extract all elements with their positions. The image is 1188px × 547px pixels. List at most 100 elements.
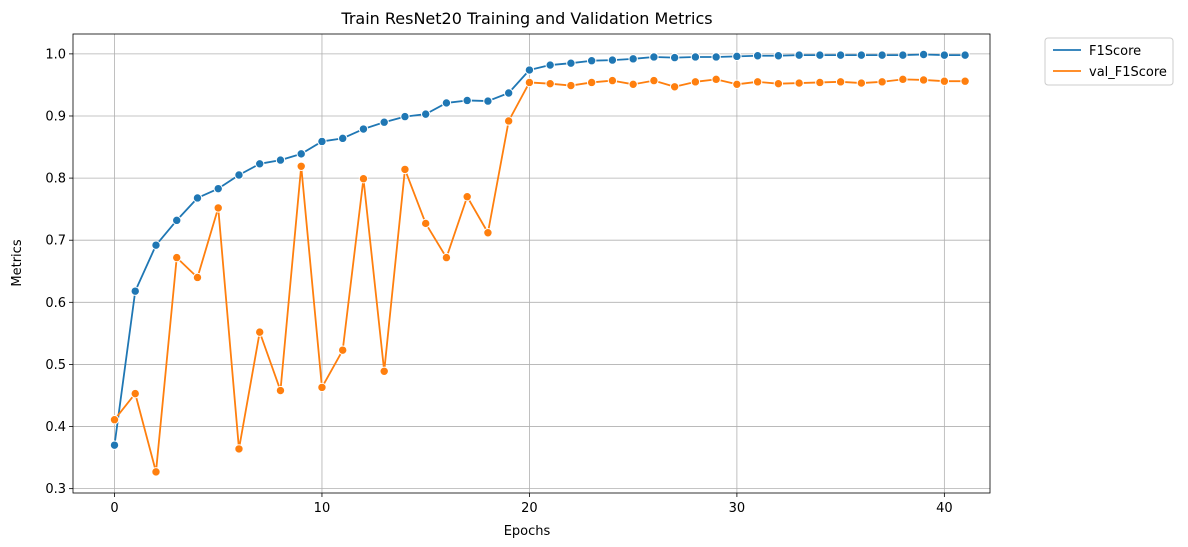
data-point-f1score bbox=[275, 155, 286, 165]
data-point-f1score bbox=[835, 50, 846, 60]
plot-background bbox=[73, 34, 990, 493]
data-point-val-f1score bbox=[296, 161, 306, 171]
x-tick-label: 0 bbox=[110, 501, 118, 516]
y-tick-label: 0.3 bbox=[45, 482, 66, 497]
data-point-f1score bbox=[856, 50, 867, 60]
data-point-val-f1score bbox=[939, 76, 950, 86]
data-point-val-f1score bbox=[649, 75, 659, 86]
x-axis-label: Epochs bbox=[504, 524, 551, 539]
data-point-f1score bbox=[130, 286, 140, 296]
data-point-val-f1score bbox=[192, 272, 203, 283]
x-tick-label: 20 bbox=[521, 501, 538, 516]
data-point-f1score bbox=[939, 50, 950, 60]
data-point-val-f1score bbox=[234, 444, 244, 454]
data-point-val-f1score bbox=[275, 385, 286, 396]
data-point-f1score bbox=[420, 109, 431, 119]
x-tick-label: 40 bbox=[936, 501, 953, 516]
data-point-f1score bbox=[918, 49, 929, 60]
legend-label-val-f1score: val_F1Score bbox=[1089, 65, 1167, 80]
data-point-f1score bbox=[877, 50, 887, 60]
data-point-f1score bbox=[524, 65, 535, 75]
y-tick-label: 0.8 bbox=[45, 172, 66, 187]
data-point-val-f1score bbox=[607, 75, 618, 86]
data-point-f1score bbox=[172, 215, 182, 226]
y-tick-label: 0.6 bbox=[45, 296, 66, 311]
data-point-f1score bbox=[400, 111, 410, 122]
data-point-f1score bbox=[732, 51, 742, 62]
data-point-val-f1score bbox=[815, 77, 825, 88]
data-point-f1score bbox=[358, 124, 369, 134]
data-point-f1score bbox=[545, 60, 555, 70]
y-axis-label: Metrics bbox=[10, 239, 25, 286]
data-point-f1score bbox=[752, 51, 763, 61]
data-point-f1score bbox=[711, 52, 721, 62]
data-point-val-f1score bbox=[856, 78, 867, 88]
data-point-f1score bbox=[317, 136, 327, 147]
y-axis: 0.3 0.4 0.5 0.6 0.7 0.8 0.9 1.0 bbox=[45, 47, 73, 497]
data-point-f1score bbox=[234, 170, 244, 180]
data-point-val-f1score bbox=[835, 77, 846, 87]
data-point-val-f1score bbox=[255, 327, 265, 337]
data-point-val-f1score bbox=[338, 345, 348, 355]
data-point-val-f1score bbox=[400, 164, 410, 175]
y-tick-label: 1.0 bbox=[45, 47, 66, 62]
data-point-f1score bbox=[213, 183, 223, 194]
chart-title: Train ResNet20 Training and Validation M… bbox=[340, 9, 712, 28]
data-point-f1score bbox=[586, 56, 597, 66]
data-point-val-f1score bbox=[566, 80, 576, 91]
data-point-f1score bbox=[109, 440, 120, 450]
data-point-val-f1score bbox=[732, 79, 742, 90]
data-point-f1score bbox=[503, 88, 514, 98]
data-point-val-f1score bbox=[877, 77, 887, 87]
data-point-val-f1score bbox=[358, 174, 369, 184]
data-point-val-f1score bbox=[918, 75, 929, 85]
data-point-val-f1score bbox=[711, 74, 721, 85]
data-point-val-f1score bbox=[773, 78, 784, 89]
data-point-val-f1score bbox=[441, 252, 452, 263]
data-point-val-f1score bbox=[586, 77, 597, 88]
data-point-f1score bbox=[628, 54, 638, 64]
legend-label-f1score: F1Score bbox=[1089, 44, 1141, 59]
x-axis: 0 10 20 30 40 bbox=[110, 493, 953, 516]
data-point-f1score bbox=[151, 240, 161, 250]
data-point-val-f1score bbox=[130, 388, 140, 399]
y-tick-label: 0.9 bbox=[45, 109, 66, 124]
data-point-val-f1score bbox=[503, 116, 514, 126]
data-point-val-f1score bbox=[379, 366, 389, 376]
y-tick-label: 0.5 bbox=[45, 358, 66, 373]
data-point-f1score bbox=[607, 55, 618, 65]
data-point-f1score bbox=[441, 98, 452, 108]
data-point-f1score bbox=[960, 50, 970, 60]
data-point-val-f1score bbox=[898, 74, 908, 85]
data-point-val-f1score bbox=[545, 78, 555, 89]
plot-frame bbox=[72, 33, 991, 494]
data-point-val-f1score bbox=[213, 203, 223, 213]
data-point-f1score bbox=[338, 133, 348, 144]
data-point-val-f1score bbox=[462, 192, 472, 202]
data-point-f1score bbox=[566, 58, 576, 68]
data-point-val-f1score bbox=[172, 252, 182, 263]
data-point-f1score bbox=[669, 52, 680, 63]
data-point-f1score bbox=[255, 159, 265, 169]
x-tick-label: 30 bbox=[729, 501, 746, 516]
data-point-val-f1score bbox=[794, 78, 804, 88]
data-point-f1score bbox=[462, 95, 472, 106]
data-point-val-f1score bbox=[483, 228, 493, 238]
y-tick-label: 0.4 bbox=[45, 420, 66, 435]
data-point-f1score bbox=[296, 149, 306, 159]
series-f1score bbox=[109, 49, 970, 450]
data-point-val-f1score bbox=[669, 82, 680, 92]
data-point-val-f1score bbox=[628, 79, 638, 90]
data-point-val-f1score bbox=[109, 415, 120, 425]
data-point-val-f1score bbox=[960, 76, 970, 86]
data-point-f1score bbox=[690, 52, 701, 62]
data-point-val-f1score bbox=[151, 467, 161, 477]
data-point-val-f1score bbox=[524, 77, 535, 88]
data-point-val-f1score bbox=[420, 218, 431, 229]
legend: F1Score val_F1Score bbox=[1044, 37, 1174, 86]
data-point-f1score bbox=[815, 50, 825, 60]
series-group bbox=[109, 49, 970, 477]
y-tick-label: 0.7 bbox=[45, 234, 66, 249]
data-point-val-f1score bbox=[317, 382, 327, 393]
